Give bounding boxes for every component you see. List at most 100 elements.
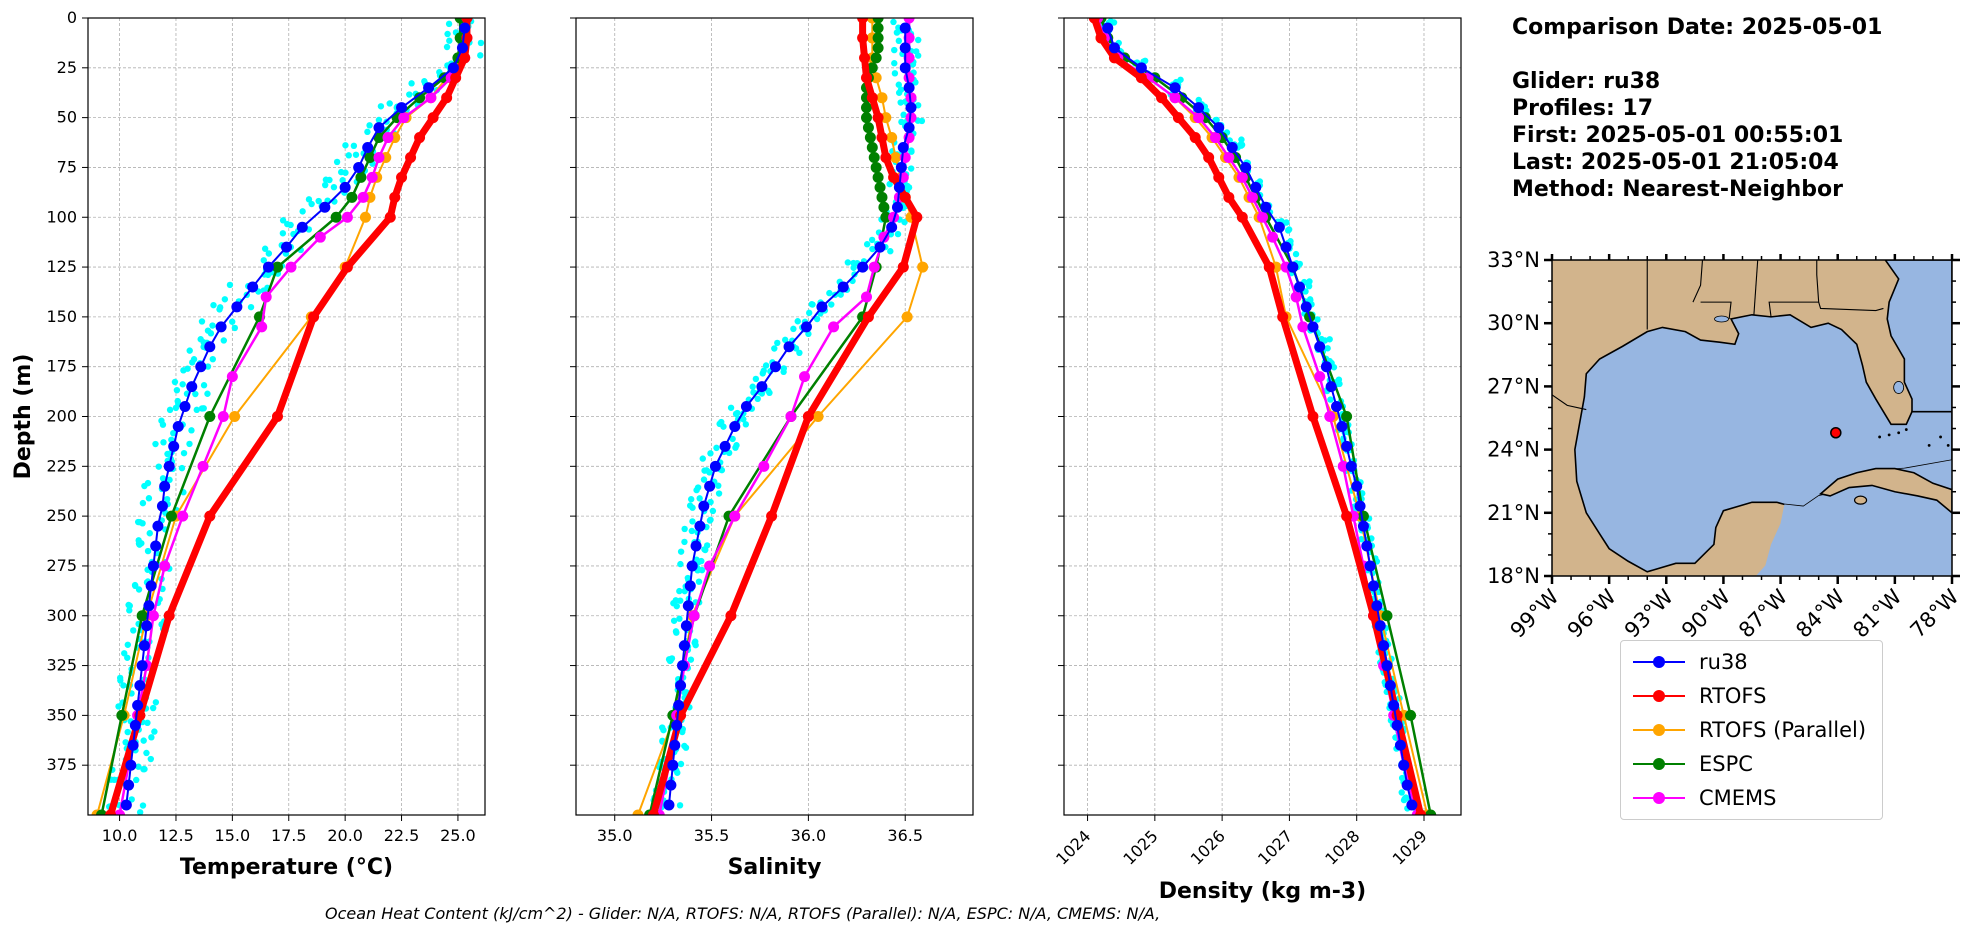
series-point (859, 52, 871, 64)
series-point (870, 161, 882, 173)
glider-point (406, 91, 413, 98)
x-tick-label: 36.5 (887, 826, 923, 845)
glider-point (676, 615, 683, 622)
glider-point (164, 450, 171, 458)
bahamas-islet (1939, 435, 1942, 439)
x-tick-label: 15.0 (215, 826, 251, 845)
series-point (740, 401, 752, 413)
glider-point (139, 499, 147, 507)
glider-point (828, 301, 835, 308)
series-rtofs (1088, 18, 1427, 815)
series-point (1088, 18, 1100, 24)
series-point (868, 261, 880, 273)
glider-point (135, 763, 142, 770)
legend-entry: ESPC (1631, 749, 1753, 779)
series-point (1307, 321, 1319, 333)
x-tick-label: 35.5 (694, 826, 730, 845)
series-point (1223, 191, 1235, 203)
series-point (1193, 102, 1205, 114)
series-line (1106, 27, 1413, 806)
glider-point (698, 557, 705, 565)
series-point (903, 52, 915, 64)
glider-point (477, 39, 485, 47)
lon-tick-label: 81°W (1848, 584, 1906, 640)
y-tick-label: 75 (57, 157, 77, 176)
lon-tick-label: 93°W (1620, 584, 1678, 640)
series-point (709, 460, 721, 472)
glider-point (691, 639, 698, 647)
series-point (725, 610, 737, 622)
series-point (870, 72, 882, 84)
glider-point (350, 142, 358, 150)
glider-point (908, 147, 915, 154)
glider-point (667, 657, 674, 664)
glider-point (1326, 336, 1333, 343)
series-point (866, 62, 878, 74)
glider-point (672, 597, 679, 604)
glider-point (681, 538, 688, 546)
series-point (459, 52, 471, 64)
series-point (285, 261, 297, 273)
series-point (296, 221, 308, 233)
y-tick-label: 375 (46, 755, 77, 774)
y-tick-label: 25 (57, 58, 77, 77)
map-area (1552, 260, 1952, 576)
series-point (125, 759, 137, 771)
series-point (231, 301, 243, 313)
series-point (766, 510, 778, 522)
glider-point (897, 86, 905, 93)
glider-point (868, 236, 876, 244)
series-point (903, 82, 915, 94)
series-point (1324, 411, 1336, 422)
glider-point (115, 703, 122, 710)
glider-point (895, 37, 903, 45)
series-point (373, 132, 385, 144)
y-tick-label: 125 (46, 257, 77, 276)
legend-swatch (1631, 783, 1687, 813)
lon-tick-label: 90°W (1677, 584, 1735, 640)
series-point (690, 540, 702, 552)
series-point (123, 779, 135, 791)
series-point (319, 201, 331, 213)
series-point (204, 341, 216, 353)
series-point (682, 600, 694, 612)
series-point (1406, 799, 1418, 811)
series-point (1314, 371, 1326, 383)
series-point (663, 799, 675, 811)
glider-point (887, 248, 894, 255)
glider-point (837, 291, 844, 298)
series-point (423, 82, 435, 94)
series-point (147, 560, 159, 572)
series-point (667, 759, 679, 771)
glider-point (914, 102, 922, 109)
series-point (876, 92, 888, 104)
x-tick-label: 20.0 (327, 826, 363, 845)
glider-point (136, 519, 144, 526)
glider-point (136, 809, 144, 815)
series-point (281, 241, 292, 253)
glider-point (152, 440, 159, 448)
series-point (1240, 161, 1252, 173)
series-point (217, 411, 229, 422)
glider-point (898, 118, 905, 126)
glider-point (315, 197, 322, 205)
legend-entry: CMEMS (1631, 783, 1777, 813)
series-point (704, 480, 716, 492)
lat-tick-label: 24°N (1487, 438, 1540, 462)
series-point (704, 560, 716, 572)
glider-point (891, 46, 898, 54)
series-point (893, 181, 905, 193)
series-point (890, 151, 902, 163)
series-point (837, 281, 849, 293)
x-tick-label: 12.5 (158, 826, 194, 845)
glider-point (145, 495, 153, 502)
glider-location-marker (1830, 426, 1842, 439)
glider-point (863, 241, 871, 248)
glider-point (173, 386, 181, 394)
series-point (120, 799, 132, 811)
plot-area (632, 18, 929, 815)
series-point (366, 171, 378, 183)
legend-label: CMEMS (1699, 786, 1777, 810)
series-point (341, 211, 353, 223)
glider-point (160, 439, 167, 446)
